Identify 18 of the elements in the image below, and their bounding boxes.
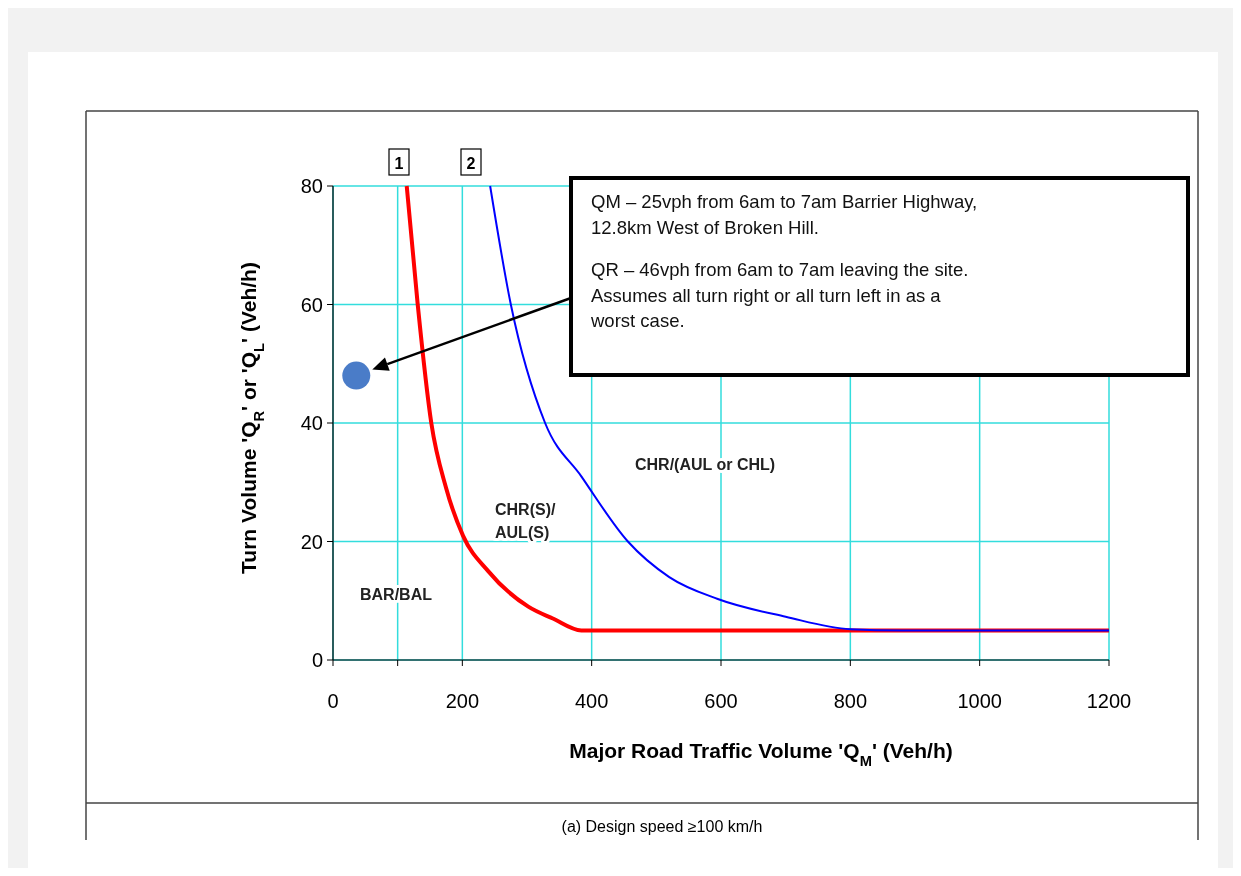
- x-tick-label: 200: [445, 690, 480, 712]
- y-tick-label: 80: [300, 175, 323, 197]
- text: (a) Design speed ≥100 km/h: [561, 818, 763, 835]
- text: 2: [466, 155, 476, 172]
- text: 1: [394, 155, 404, 172]
- x-tick-label: 1200: [1086, 690, 1132, 712]
- x-tick-label: 600: [704, 690, 738, 712]
- y-tick-label: 20: [300, 530, 323, 553]
- y-tick-label: 0: [311, 649, 323, 671]
- annotation: CHR(S)/ AUL(S): [495, 501, 556, 541]
- annotation: QM – 25vph from 6am to 7am Barrier Highway, 12.8km West of Broken Hill. QR – 46vph from 6am to 7am leaving the site. Assumes all turn right or all turn left in as a worst case.: [590, 191, 978, 331]
- x-tick-label: 400: [574, 690, 609, 712]
- y-tick-label: 60: [300, 293, 323, 316]
- x-tick-label: 0: [327, 690, 339, 712]
- y-tick-label: 40: [300, 412, 323, 434]
- x-axis-title: Major Road Traffic Volume 'Q$_{M}$' (Veh/h): [569, 739, 953, 769]
- x-tick-label: 1000: [957, 690, 1002, 712]
- x-tick-label: 800: [833, 690, 868, 712]
